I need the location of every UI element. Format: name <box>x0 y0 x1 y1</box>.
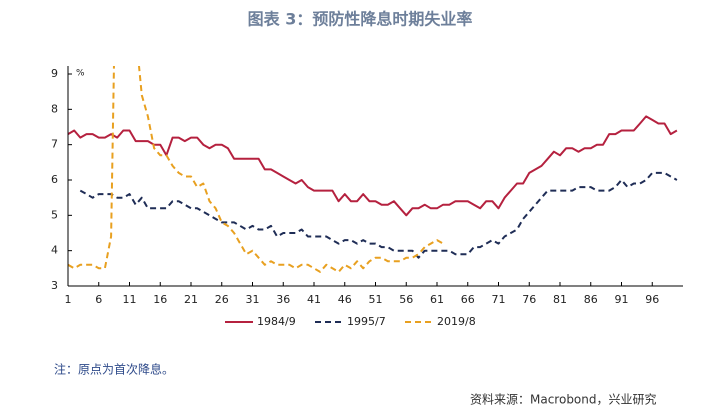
chart-title: 图表 3：预防性降息时期失业率 <box>248 10 473 29</box>
x-tick-label: 86 <box>584 293 598 306</box>
x-tick-label: 76 <box>522 293 536 306</box>
y-tick-label: 4 <box>51 244 58 257</box>
series-line <box>68 115 678 217</box>
note: 注：原点为首次降息。 <box>54 362 174 377</box>
x-tick-label: 36 <box>276 293 290 306</box>
legend-label: 1995/7 <box>347 315 386 328</box>
y-tick-label: 5 <box>51 208 58 221</box>
legend-label: 2019/8 <box>437 315 476 328</box>
y-unit: % <box>76 69 85 79</box>
x-tick-label: 6 <box>95 293 102 306</box>
x-tick-label: 41 <box>307 293 321 306</box>
x-tick-label: 51 <box>369 293 383 306</box>
x-tick-label: 61 <box>430 293 444 306</box>
y-tick-label: 3 <box>51 279 58 292</box>
x-tick-label: 16 <box>153 293 167 306</box>
source: 资料来源：Macrobond，兴业研究 <box>470 392 657 407</box>
x-tick-label: 96 <box>645 293 659 306</box>
x-tick-label: 81 <box>553 293 567 306</box>
series-line <box>68 66 444 273</box>
x-tick-label: 91 <box>615 293 629 306</box>
series-line <box>79 171 678 259</box>
x-tick-label: 1 <box>65 293 72 306</box>
x-tick-label: 66 <box>461 293 475 306</box>
x-tick-label: 46 <box>338 293 352 306</box>
x-tick-label: 31 <box>246 293 260 306</box>
x-tick-label: 56 <box>399 293 413 306</box>
legend-label: 1984/9 <box>257 315 296 328</box>
x-tick-label: 26 <box>215 293 229 306</box>
y-tick-label: 8 <box>51 102 58 115</box>
plot-area <box>68 66 678 273</box>
x-tick-label: 11 <box>123 293 137 306</box>
y-tick-label: 6 <box>51 173 58 186</box>
y-tick-label: 9 <box>51 67 58 80</box>
x-tick-label: 21 <box>184 293 198 306</box>
y-tick-label: 7 <box>51 138 58 151</box>
x-tick-label: 71 <box>492 293 506 306</box>
